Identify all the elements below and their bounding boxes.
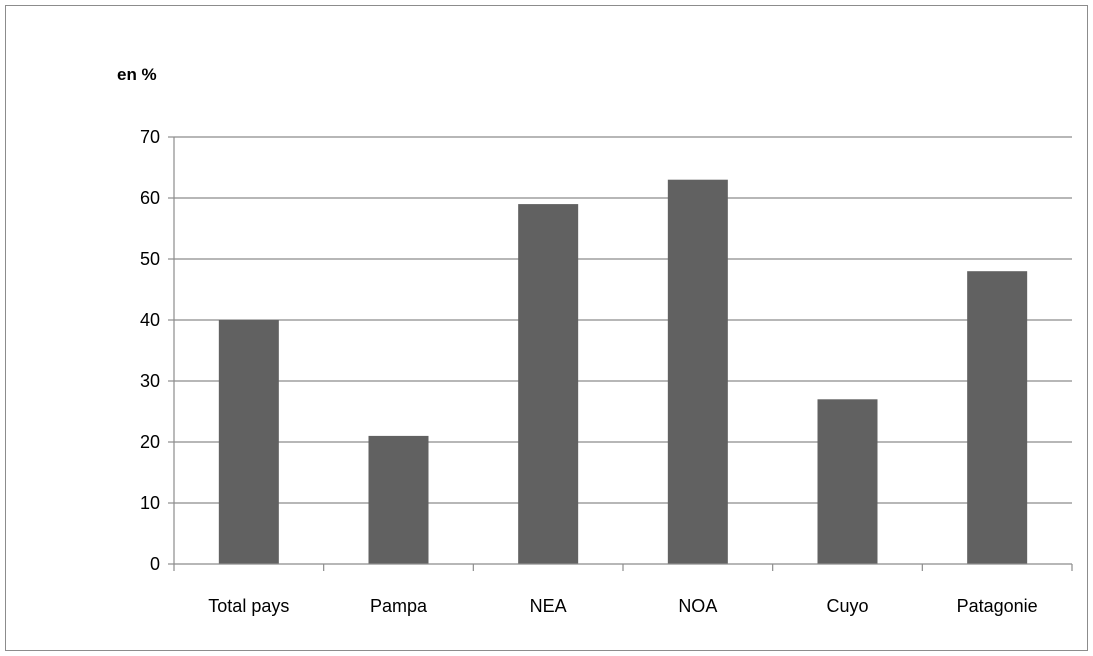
y-tick-label-60: 60 (140, 188, 160, 208)
tick-labels: 0 10 20 30 40 50 60 70 Total pays Pampa NEA NOA Cuyo… (140, 127, 1038, 616)
x-tick-label-cuyo: Cuyo (826, 596, 868, 616)
bar-cuyo (817, 399, 878, 564)
bars (218, 179, 1028, 564)
x-tick-label-noa: NOA (678, 596, 717, 616)
y-tick-label-0: 0 (150, 554, 160, 574)
y-tick-label-70: 70 (140, 127, 160, 147)
bar-pampa (368, 435, 429, 564)
x-tick-label-nea: NEA (530, 596, 567, 616)
bar-nea (518, 204, 579, 564)
gridlines (174, 136, 1072, 504)
bar-noa (667, 179, 728, 564)
y-tick-label-30: 30 (140, 371, 160, 391)
bar-total-pays (218, 320, 279, 564)
y-tick-label-10: 10 (140, 493, 160, 513)
y-tick-label-20: 20 (140, 432, 160, 452)
x-tick-label-patagonie: Patagonie (957, 596, 1038, 616)
x-tick-label-pampa: Pampa (370, 596, 428, 616)
axes (168, 136, 1073, 571)
unit-label: en % (117, 65, 157, 84)
bar-patagonie (967, 271, 1028, 564)
x-tick-label-total-pays: Total pays (208, 596, 289, 616)
y-tick-label-40: 40 (140, 310, 160, 330)
y-tick-label-50: 50 (140, 249, 160, 269)
